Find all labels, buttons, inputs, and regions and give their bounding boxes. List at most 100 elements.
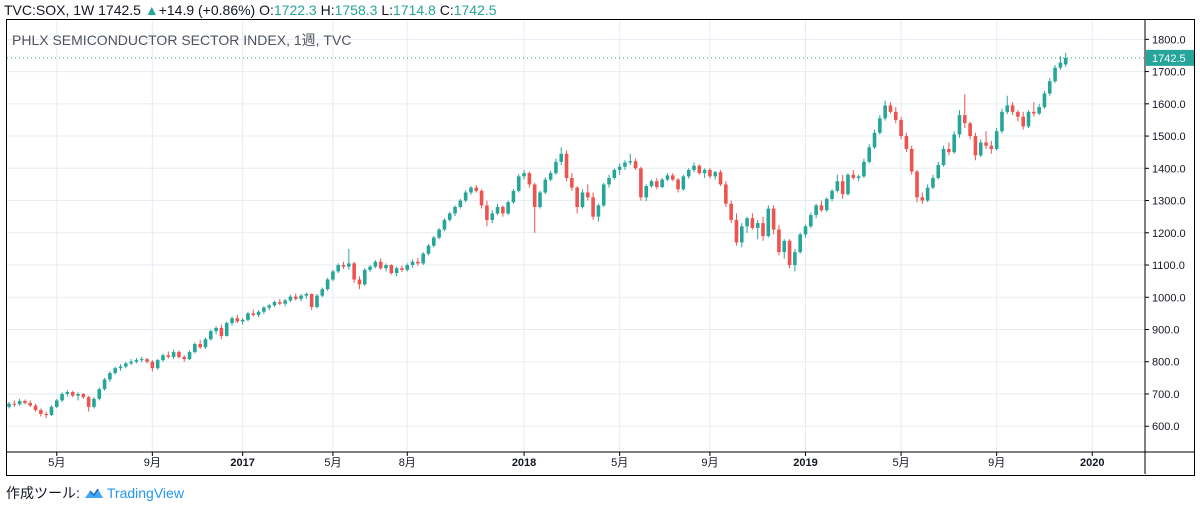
price-axis-label: 600.0 — [1152, 421, 1180, 433]
candle-body-up — [490, 213, 495, 220]
candle-body-up — [516, 176, 521, 191]
candle-body-down — [485, 205, 489, 220]
candle-body-up — [315, 295, 319, 307]
candle-body-up — [745, 218, 749, 227]
last-price-tag — [1146, 49, 1194, 66]
candle-body-up — [931, 177, 935, 188]
candle-body-down — [150, 361, 155, 369]
candle-body-down — [400, 268, 404, 270]
candle-body-down — [33, 405, 38, 411]
candle-body-down — [724, 184, 728, 204]
candle-body-down — [840, 181, 845, 195]
candle-body-down — [708, 169, 712, 177]
candle-body-up — [320, 289, 325, 296]
candle-body-down — [920, 197, 925, 201]
candle-body-up — [978, 142, 983, 156]
candle-body-up — [17, 401, 22, 405]
low-label: L: — [381, 2, 394, 18]
candle-body-down — [501, 206, 505, 214]
candle-body-up — [1063, 57, 1068, 65]
candle-body-down — [963, 115, 967, 124]
candle-body-down — [28, 402, 33, 406]
candle-body-down — [915, 171, 919, 198]
candle-body-up — [1047, 81, 1052, 94]
candle-body-down — [655, 181, 659, 187]
price-axis-label: 700.0 — [1152, 389, 1180, 401]
candle-body-up — [256, 311, 261, 315]
candle-body-up — [554, 161, 558, 174]
candle-body-down — [819, 205, 824, 211]
candle-body-up — [453, 206, 457, 214]
price-axis-label: 1400.0 — [1152, 163, 1186, 175]
candle-body-down — [676, 179, 680, 190]
last-price-tag-label: 1742.5 — [1152, 53, 1186, 65]
candle-body-down — [761, 223, 765, 236]
candle-body-up — [994, 131, 999, 149]
candle-body-down — [729, 203, 733, 220]
candle-body-up — [288, 296, 293, 301]
time-axis-label: 2020 — [1080, 457, 1104, 469]
candle-body-up — [957, 115, 962, 135]
price-axis-label: 1800.0 — [1152, 34, 1186, 46]
candle-body-up — [113, 368, 117, 374]
candle-body-down — [39, 410, 43, 414]
candle-body-up — [362, 269, 367, 285]
candle-body-down — [219, 327, 224, 336]
candle-body-up — [108, 373, 112, 380]
candle-body-down — [585, 192, 590, 198]
candle-body-up — [336, 265, 341, 272]
header-ohlc-bar: TVC:SOX, 1W 1742.5 ▲+14.9 (+0.86%) O:172… — [4, 1, 497, 19]
candle-body-up — [830, 190, 834, 199]
last-price: 1742.5 — [98, 2, 141, 18]
candle-body-up — [458, 200, 463, 207]
candle-body-up — [814, 205, 818, 216]
candle-body-up — [193, 344, 197, 353]
time-axis-label: 2018 — [512, 457, 536, 469]
candle-body-down — [293, 296, 298, 299]
price-axis-label: 1200.0 — [1152, 228, 1186, 240]
candle-body-up — [230, 318, 234, 324]
candle-body-up — [347, 263, 351, 267]
open-value: 1722.3 — [273, 2, 317, 18]
candle-body-up — [331, 271, 335, 280]
candle-body-up — [856, 176, 861, 178]
symbol-label: TVC:SOX, 1W — [4, 2, 95, 18]
low-value: 1714.8 — [393, 2, 436, 18]
candle-body-down — [527, 173, 532, 185]
chart-frame[interactable] — [6, 19, 1195, 476]
candle-body-up — [447, 213, 452, 220]
candle-body-down — [70, 392, 75, 396]
candle-body-up — [798, 234, 802, 253]
price-axis-label: 1700.0 — [1152, 67, 1186, 79]
candle-body-down — [973, 136, 978, 156]
candle-body-down — [575, 187, 579, 207]
candle-body-up — [7, 403, 11, 407]
candle-body-up — [883, 105, 887, 119]
close-label: C: — [439, 2, 454, 18]
candle-body-up — [373, 261, 378, 267]
candle-body-up — [129, 361, 133, 364]
candle-body-up — [824, 198, 829, 211]
candle-body-up — [139, 359, 144, 361]
time-axis-label: 5月 — [611, 457, 628, 469]
candle-body-down — [341, 265, 346, 267]
candle-body-up — [405, 265, 410, 270]
candle-body-up — [426, 245, 431, 254]
open-label: O: — [259, 2, 274, 18]
candle-body-up — [665, 175, 670, 180]
footer-label: 作成ツール: — [6, 485, 80, 501]
tradingview-brand[interactable]: TradingView — [84, 485, 184, 501]
high-value: 1758.3 — [334, 2, 378, 18]
candle-body-down — [899, 119, 903, 137]
candle-body-up — [410, 261, 415, 266]
candle-body-up — [262, 307, 266, 312]
time-axis-label: 9月 — [701, 457, 718, 469]
candle-body-up — [394, 268, 399, 274]
candle-body-up — [463, 192, 468, 201]
candle-body-up — [1053, 67, 1057, 82]
candle-body-down — [81, 393, 86, 398]
candle-body-up — [49, 406, 54, 415]
candle-body-up — [766, 208, 771, 236]
candle-body-down — [309, 294, 314, 307]
